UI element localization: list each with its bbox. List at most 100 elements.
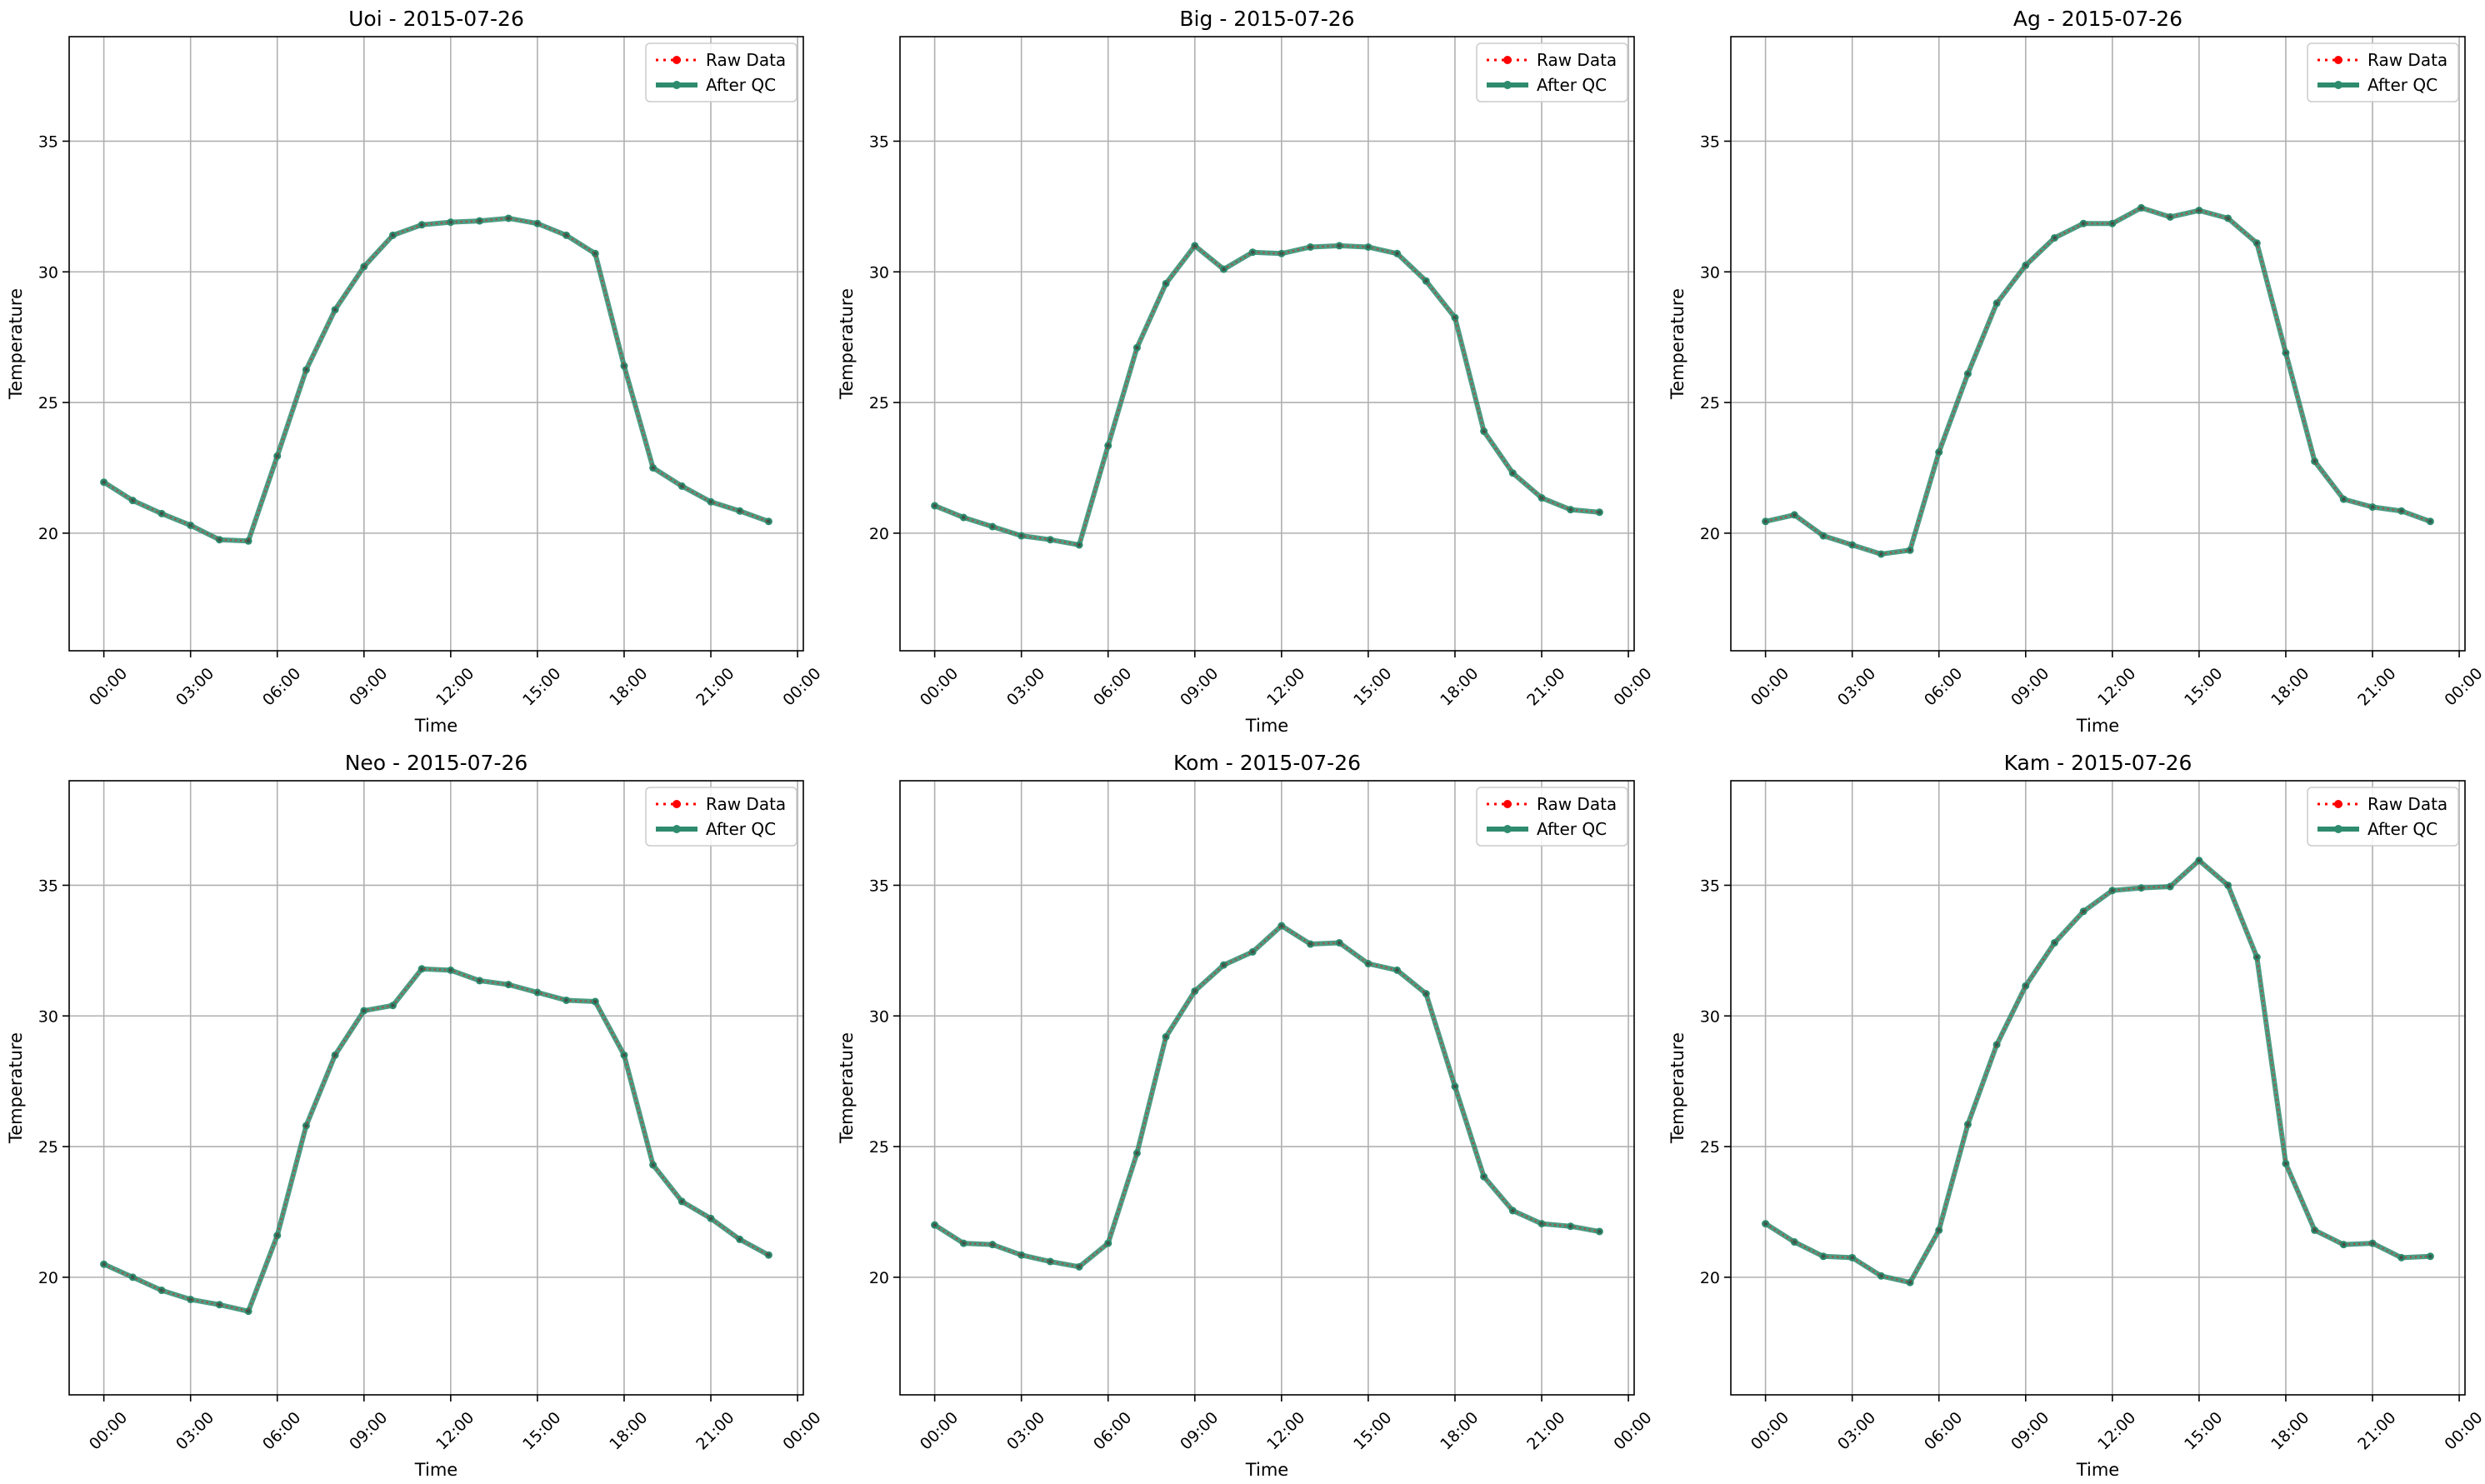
raw-data-point xyxy=(1308,942,1312,947)
legend: Raw Data After QC xyxy=(2307,787,2459,847)
raw-data-point xyxy=(1511,1208,1515,1213)
raw-data-point xyxy=(2197,858,2202,862)
plot-frame xyxy=(68,36,804,652)
raw-data-point xyxy=(2168,884,2172,889)
raw-data-point xyxy=(1792,512,1797,517)
raw-data-point xyxy=(1598,1229,1602,1234)
y-axis-label: Temperature xyxy=(837,1032,857,1144)
raw-data-point xyxy=(478,978,482,983)
raw-data-point xyxy=(1879,552,1883,557)
raw-data-point xyxy=(1424,992,1428,996)
raw-data-point xyxy=(2110,888,2115,892)
x-tick-label: 15:00 xyxy=(2181,664,2226,709)
series-after-qc-line xyxy=(1764,205,2432,557)
legend-raw-label: Raw Data xyxy=(706,50,786,70)
raw-data-point xyxy=(1019,1253,1023,1257)
y-axis-label: Temperature xyxy=(6,1032,26,1144)
raw-data-point xyxy=(1192,243,1197,248)
raw-data-point xyxy=(1135,1151,1139,1156)
x-tick-label: 09:00 xyxy=(1177,1408,1222,1453)
y-tick-label: 20 xyxy=(38,525,58,543)
subplot-3: 00:00 03:00 06:00 09:00 12:00 15:00 18:00 21:00… xyxy=(1668,7,2485,736)
raw-data-point xyxy=(391,1003,395,1007)
y-tick-label: 20 xyxy=(1700,1269,1720,1287)
y-tick-label: 35 xyxy=(1700,877,1720,895)
x-tick-label: 15:00 xyxy=(519,664,564,709)
subplot-4: 00:00 03:00 06:00 09:00 12:00 15:00 18:00 21:00… xyxy=(6,751,825,1480)
legend: Raw Data After QC xyxy=(645,42,798,102)
raw-data-point xyxy=(2312,1228,2317,1232)
x-axis-label: Time xyxy=(2076,716,2119,736)
y-tick-label: 25 xyxy=(1700,394,1720,412)
raw-data-point xyxy=(1279,252,1284,256)
raw-data-point xyxy=(2226,216,2230,221)
raw-data-point xyxy=(1048,1259,1052,1264)
raw-data-point xyxy=(1994,1042,1999,1047)
raw-data-point xyxy=(1338,243,1342,248)
x-tick-label: 00:00 xyxy=(1610,1408,1655,1453)
raw-data-point xyxy=(622,363,627,368)
raw-data-point xyxy=(448,220,453,224)
raw-data-point xyxy=(651,466,655,470)
raw-data-point xyxy=(1250,950,1255,954)
raw-data-point xyxy=(332,1053,338,1057)
raw-data-point xyxy=(218,537,222,542)
raw-data-point xyxy=(1366,962,1371,966)
raw-data-point xyxy=(990,1242,995,1247)
raw-data-point xyxy=(622,1053,627,1057)
legend-qc-label: After QC xyxy=(2368,819,2438,839)
raw-data-point xyxy=(2052,941,2057,945)
y-tick-label: 35 xyxy=(869,877,889,895)
x-tick-label: 09:00 xyxy=(346,1408,391,1453)
raw-data-point xyxy=(1879,1274,1883,1278)
raw-data-point xyxy=(1937,1228,1941,1232)
raw-data-point xyxy=(304,367,308,372)
x-tick-label: 12:00 xyxy=(2094,1408,2139,1453)
y-tick-label: 35 xyxy=(869,132,889,151)
legend-raw-label: Raw Data xyxy=(1537,794,1617,814)
y-axis-label: Temperature xyxy=(6,288,26,400)
y-axis-label: Temperature xyxy=(1668,1032,1688,1144)
raw-data-point xyxy=(1994,301,1999,306)
series-after-qc-line xyxy=(102,215,770,544)
raw-data-point xyxy=(507,982,511,987)
series-after-qc-line xyxy=(933,242,1600,547)
raw-data-point xyxy=(593,252,598,256)
y-tick-label: 35 xyxy=(38,132,58,151)
x-tick-label: 00:00 xyxy=(779,1408,824,1453)
raw-data-point xyxy=(332,307,338,312)
legend-qc-label: After QC xyxy=(1537,75,1607,95)
raw-data-point xyxy=(2226,883,2230,887)
y-tick-label: 30 xyxy=(38,263,58,282)
series-raw-data-line xyxy=(103,967,769,1312)
raw-data-point xyxy=(1250,250,1255,254)
x-tick-label: 12:00 xyxy=(1263,664,1308,709)
x-axis-label: Time xyxy=(1245,1460,1288,1480)
raw-data-point xyxy=(1452,315,1458,320)
raw-data-point xyxy=(1279,923,1284,928)
raw-data-point xyxy=(1598,510,1602,514)
raw-data-point xyxy=(2283,351,2288,355)
legend-qc-marker xyxy=(672,81,681,89)
x-axis-label: Time xyxy=(414,716,458,736)
raw-data-point xyxy=(962,1241,966,1246)
raw-data-point xyxy=(1908,548,1912,552)
series-raw-data-line xyxy=(934,924,1600,1268)
raw-data-point xyxy=(1308,245,1312,249)
legend-qc-marker xyxy=(1503,825,1512,833)
raw-data-point xyxy=(1366,245,1371,249)
x-axis-label: Time xyxy=(2076,1460,2119,1480)
legend-qc-label: After QC xyxy=(1537,819,1607,839)
raw-data-point xyxy=(1482,429,1486,433)
raw-data-point xyxy=(708,500,713,504)
raw-data-point xyxy=(2399,1256,2403,1260)
raw-data-point xyxy=(680,1199,684,1204)
raw-data-point xyxy=(275,454,279,458)
x-tick-label: 18:00 xyxy=(1437,664,1482,709)
raw-data-point xyxy=(2283,1162,2288,1166)
x-tick-label: 21:00 xyxy=(2354,1408,2399,1453)
raw-data-point xyxy=(2168,215,2172,219)
raw-data-point xyxy=(2052,236,2057,240)
x-axis-label: Time xyxy=(1245,716,1288,736)
